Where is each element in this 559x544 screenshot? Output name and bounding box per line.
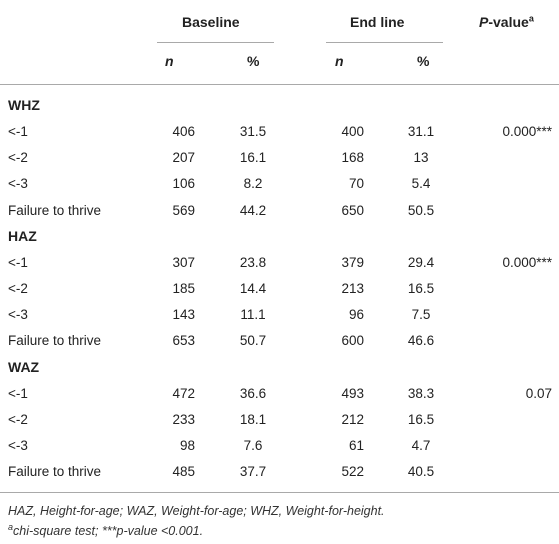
cell-ep: 31.1 xyxy=(407,124,435,139)
cell-en: 493 xyxy=(341,385,364,401)
cell-en: 650 xyxy=(341,202,364,218)
cell-ep: 50.5 xyxy=(407,202,435,218)
row-label: Failure to thrive xyxy=(8,202,102,218)
cell-en: 379 xyxy=(341,254,364,270)
cell-bn: 185 xyxy=(172,281,195,296)
cell-bp: 37.7 xyxy=(239,464,267,480)
row-label: <-3 xyxy=(8,307,28,323)
table-bottom-rule xyxy=(0,492,559,493)
row-label: <-1 xyxy=(8,385,28,401)
cell-bn: 472 xyxy=(172,385,195,401)
cell-bp: 16.1 xyxy=(239,150,267,166)
cell-bp: 23.8 xyxy=(239,254,267,270)
endline-underline xyxy=(326,42,443,43)
cell-ep: 13 xyxy=(413,150,429,166)
footnote-test: achi-square test; ***p-value <0.001. xyxy=(8,521,204,538)
endline-header: End line xyxy=(350,14,405,30)
cell-bn: 653 xyxy=(172,333,195,349)
cell-bn: 485 xyxy=(172,464,195,480)
cell-en: 522 xyxy=(341,464,364,480)
cell-ep: 7.5 xyxy=(411,307,431,323)
pvalue-header-p: P xyxy=(479,14,489,30)
cell-ep: 46.6 xyxy=(407,333,435,349)
footnote-sup: a xyxy=(8,521,14,532)
cell-bp: 50.7 xyxy=(239,333,267,349)
cell-p: 0.000*** xyxy=(502,124,552,139)
header-bottom-rule xyxy=(0,84,559,85)
pvalue-header: P-valuea xyxy=(479,14,534,30)
footnote-abbreviations: HAZ, Height-for-age; WAZ, Weight-for-age… xyxy=(8,504,385,518)
cell-ep: 16.5 xyxy=(407,411,435,427)
cell-ep: 4.7 xyxy=(411,438,431,453)
pvalue-header-rest: -value xyxy=(488,14,529,30)
cell-ep: 5.4 xyxy=(411,176,431,192)
cell-bp: 36.6 xyxy=(239,385,267,401)
cell-bn: 98 xyxy=(179,438,195,453)
row-label: <-2 xyxy=(8,281,28,296)
baseline-pct-header: % xyxy=(247,53,260,69)
cell-en: 212 xyxy=(341,411,364,427)
cell-bp: 14.4 xyxy=(239,281,267,296)
cell-bn: 406 xyxy=(172,124,195,139)
cell-p: 0.000*** xyxy=(502,254,552,270)
cell-en: 96 xyxy=(348,307,364,323)
cell-bp: 18.1 xyxy=(239,411,267,427)
row-label: <-1 xyxy=(8,254,28,270)
cell-bn: 569 xyxy=(172,202,195,218)
section-title-whz: WHZ xyxy=(8,97,40,113)
cell-bn: 233 xyxy=(172,411,195,427)
baseline-n-header: n xyxy=(165,53,174,69)
cell-bn: 207 xyxy=(172,150,195,166)
cell-en: 400 xyxy=(341,124,364,139)
baseline-underline xyxy=(157,42,274,43)
cell-en: 61 xyxy=(348,438,364,453)
row-label: Failure to thrive xyxy=(8,333,102,349)
cell-bp: 8.2 xyxy=(243,176,263,192)
cell-en: 213 xyxy=(341,281,364,296)
cell-bp: 7.6 xyxy=(243,438,263,453)
row-label: <-2 xyxy=(8,150,28,166)
pvalue-header-sup: a xyxy=(528,13,534,24)
cell-en: 168 xyxy=(341,150,364,166)
cell-ep: 16.5 xyxy=(407,281,435,296)
section-title-haz: HAZ xyxy=(8,227,37,244)
cell-ep: 29.4 xyxy=(407,254,435,270)
cell-ep: 40.5 xyxy=(407,464,435,480)
cell-en: 600 xyxy=(341,333,364,349)
row-label: <-3 xyxy=(8,438,28,453)
endline-pct-header: % xyxy=(417,53,430,69)
cell-bn: 143 xyxy=(172,307,195,323)
cell-bp: 31.5 xyxy=(239,124,267,139)
baseline-header: Baseline xyxy=(182,14,240,30)
endline-n-header: n xyxy=(335,53,344,69)
row-label: <-3 xyxy=(8,176,28,192)
cell-en: 70 xyxy=(348,176,364,192)
row-label: <-1 xyxy=(8,124,28,139)
row-label: Failure to thrive xyxy=(8,464,102,480)
cell-p: 0.07 xyxy=(525,385,552,401)
footnote-test-text: chi-square test; ***p-value <0.001. xyxy=(13,524,204,538)
section-title-waz: WAZ xyxy=(8,358,40,375)
row-label: <-2 xyxy=(8,411,28,427)
cell-bp: 44.2 xyxy=(239,202,267,218)
cell-bn: 106 xyxy=(172,176,195,192)
cell-bn: 307 xyxy=(172,254,195,270)
cell-bp: 11.1 xyxy=(240,307,266,323)
cell-ep: 38.3 xyxy=(407,385,435,401)
